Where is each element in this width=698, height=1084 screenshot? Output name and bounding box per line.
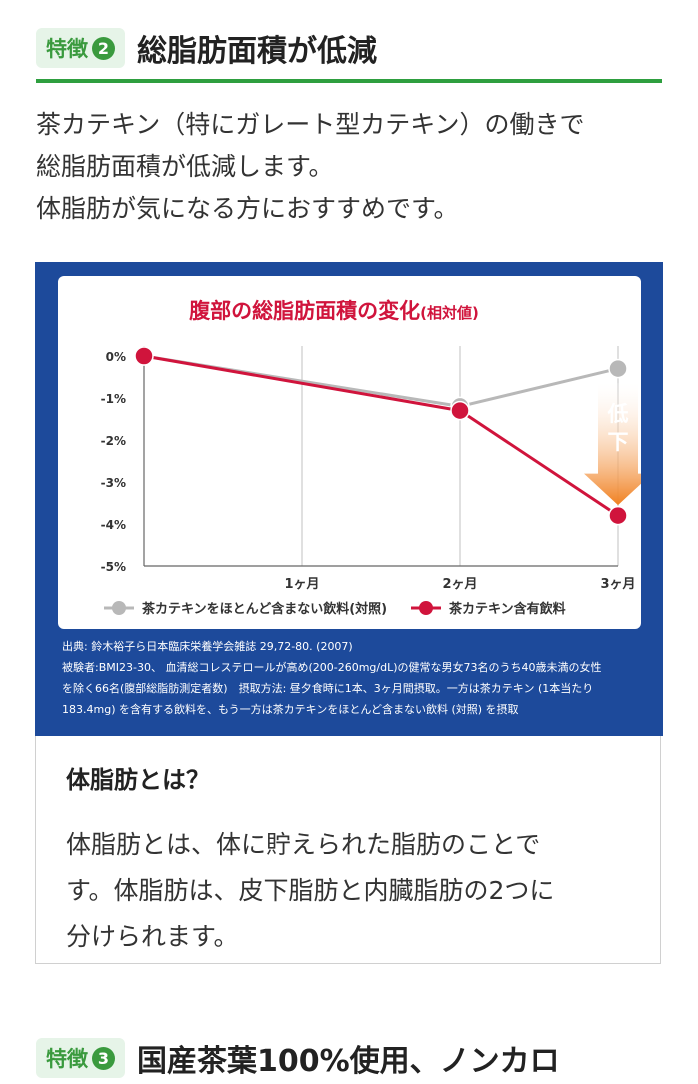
y-tick-label: 0% [106,350,126,364]
chart-title-main: 腹部の総脂肪面積の変化 [189,299,420,323]
feature-number-icon: 2 [92,36,115,60]
legend-swatch-marker [112,601,126,615]
down-arrow-icon [584,383,641,506]
info-line: 分けられます。 [66,922,239,951]
y-tick-label: -3% [101,476,126,490]
lead-line: 茶カテキン（特にガレート型カテキン）の働きで [36,110,585,139]
info-text: 体脂肪とは、体に貯えられた脂肪のことで す。体脂肪は、皮下脂肪と内臓脂肪の2つに… [66,822,646,960]
data-point [134,346,154,366]
y-tick-label: -1% [101,392,126,406]
data-point [450,400,470,421]
info-line: 体脂肪とは、体に貯えられた脂肪のことで [66,830,541,859]
feature-2-header: 特徴 2 総脂肪面積が低減 [36,22,662,74]
legend-label: 茶カテキンをほとんど含まない飲料(対照) [142,601,387,617]
y-tick-label: -2% [101,434,126,448]
feature-title: 総脂肪面積が低減 [137,34,377,69]
feature-title: 国産茶葉100%使用、ノンカロ [137,1044,560,1079]
info-title: 体脂肪とは？ [66,766,210,794]
chart-card: 腹部の総脂肪面積の変化(相対値) 0% -1% -2% -3% -4% -5% 1ヶ月 2ヶ月… [58,276,641,629]
lead-line: 総脂肪面積が低減します。 [36,152,334,181]
source-note: 出典: 鈴木裕子ら日本臨床栄養学会雑誌 29,72-80. (2007) 被験者… [62,636,642,720]
chart-panel: 腹部の総脂肪面積の変化(相対値) 0% -1% -2% -3% -4% -5% 1ヶ月 2ヶ月… [35,262,663,736]
lead-line: 体脂肪が気になる方におすすめです。 [36,194,459,223]
legend-label: 茶カテキン含有飲料 [449,601,566,617]
lead-text: 茶カテキン（特にガレート型カテキン）の働きで 総脂肪面積が低減します。 体脂肪が… [36,104,676,230]
source-line: を除く66名(腹部総脂肪測定者数) 摂取方法: 昼夕食時に1本、3ヶ月間摂取。一… [62,682,594,695]
feature-badge: 特徴 2 [36,28,125,68]
info-box: 体脂肪とは？ 体脂肪とは、体に貯えられた脂肪のことで す。体脂肪は、皮下脂肪と内… [35,736,661,964]
source-line: 出典: 鈴木裕子ら日本臨床栄養学会雑誌 29,72-80. (2007) [62,640,353,653]
y-tick-label: -5% [101,560,126,574]
info-line: す。体脂肪は、皮下脂肪と内臓脂肪の2つに [66,876,555,905]
y-tick-label: -4% [101,518,126,532]
x-tick-label: 2ヶ月 [442,577,477,592]
feature-badge-label: 特徴 [46,37,88,61]
legend-swatch-marker [419,601,433,615]
source-line: 183.4mg) を含有する飲料を、もう一方は茶カテキンをほとんど含まない飲料 … [62,703,519,716]
feature-badge: 特徴 3 [36,1038,125,1078]
line-chart: 腹部の総脂肪面積の変化(相対値) 0% -1% -2% -3% -4% -5% 1ヶ月 2ヶ月… [101,299,641,617]
feature-3-header: 特徴 3 国産茶葉100%使用、ノンカロ [36,1032,662,1084]
header-divider [36,79,662,83]
x-tick-label: 1ヶ月 [284,577,319,592]
feature-badge-label: 特徴 [46,1047,88,1071]
chart-title-suffix: (相対値) [420,304,479,322]
series-line [143,354,619,408]
annotation-label: 低 [607,402,629,426]
x-tick-label: 3ヶ月 [600,577,635,592]
chart-title: 腹部の総脂肪面積の変化(相対値) [189,299,479,323]
source-line: 被験者:BMI23-30、 血清総コレステロールが高め(200-260mg/dL… [62,661,602,674]
series-line [143,354,619,517]
data-point [608,505,628,526]
data-point [608,358,628,379]
feature-number-icon: 3 [92,1046,115,1070]
annotation-label: 下 [608,430,629,454]
